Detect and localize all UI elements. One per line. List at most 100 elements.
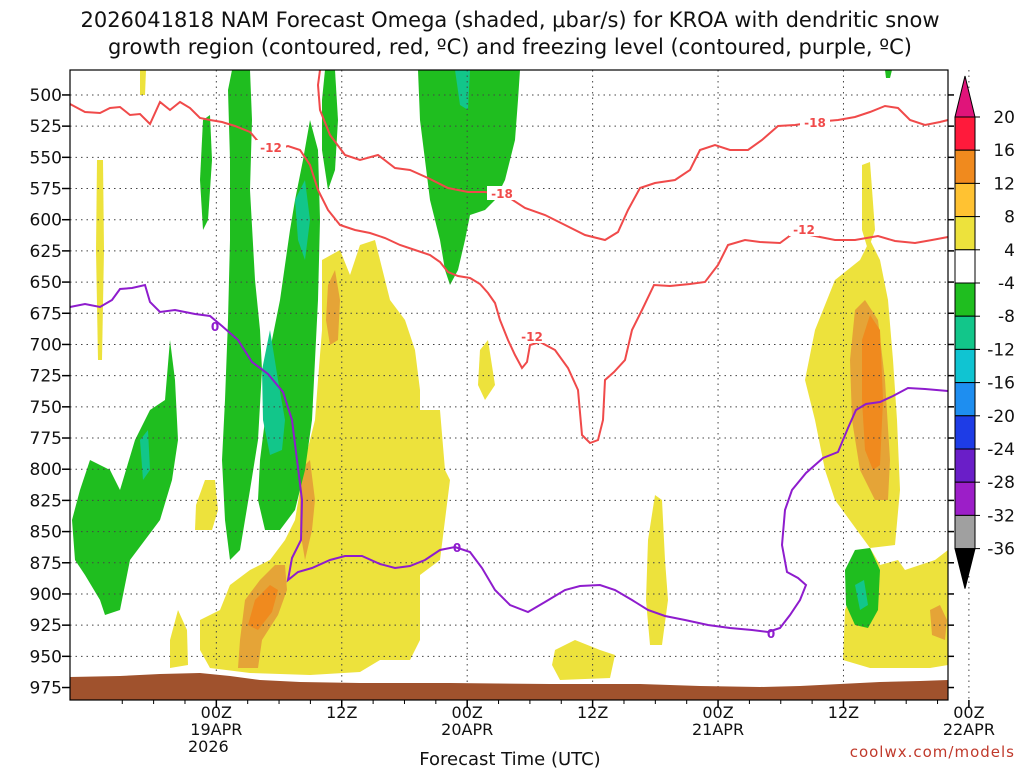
y-tick-label: 850 <box>30 523 62 543</box>
dendritic-label: -12 <box>793 223 815 237</box>
y-tick-label: 650 <box>30 273 62 293</box>
y-tick-label: 925 <box>30 616 62 636</box>
colorbar-label: -36 <box>987 540 1015 560</box>
dendritic-contour-upper <box>69 100 949 445</box>
colorbar-label: -4 <box>998 274 1015 294</box>
colorbar-swatch <box>954 382 976 417</box>
sinking-region <box>140 70 146 95</box>
stronger-sinking-region <box>326 270 340 345</box>
colorbar-top-arrow <box>954 75 976 118</box>
colorbar-label: 4 <box>1004 241 1015 261</box>
y-tick-label: 875 <box>30 554 62 574</box>
strongest-sinking-region <box>248 585 278 630</box>
colorbar-label: 12 <box>993 174 1015 194</box>
contour-labels: -12 -18 -18 -12 -12 0 0 0 <box>211 115 830 641</box>
x-tick-label: 00Z <box>702 703 733 722</box>
colorbar-swatch <box>954 182 976 218</box>
colorbar-label: 20 <box>993 108 1015 128</box>
dendritic-label: -18 <box>491 187 513 201</box>
colorbar-swatch <box>954 348 976 384</box>
sinking-region <box>552 640 615 680</box>
y-tick-label: 900 <box>30 585 62 605</box>
dendritic-label: -12 <box>521 330 543 344</box>
colorbar-label: 16 <box>993 141 1015 161</box>
y-tick-label: 675 <box>30 304 62 324</box>
y-tick-label: 625 <box>30 242 62 262</box>
x-tick-label: 2026 <box>188 737 229 756</box>
colorbar-swatch <box>954 249 976 284</box>
freezing-level-contour <box>69 283 949 634</box>
stronger-sinking-region <box>930 605 947 640</box>
freezing-level-contours <box>69 283 949 634</box>
y-tick-label: 950 <box>30 647 62 667</box>
sinking-region <box>195 480 218 530</box>
colorbar-swatch <box>954 216 976 251</box>
colorbar-label: -24 <box>987 440 1015 460</box>
colorbar-swatch <box>954 481 976 516</box>
terrain <box>70 673 948 700</box>
colorbar-label: -28 <box>987 473 1015 493</box>
x-tick-label: 22APR <box>943 720 995 739</box>
credit-text: coolwx.com/models <box>850 743 1015 761</box>
x-axis-label: Forecast Time (UTC) <box>419 749 600 768</box>
x-tick-label: 12Z <box>326 703 357 722</box>
y-tick-label: 725 <box>30 367 62 387</box>
colorbar-label: 8 <box>1004 208 1015 228</box>
x-tick-label: 00Z <box>452 703 483 722</box>
dendritic-contour-lower <box>316 69 949 242</box>
sinking-region <box>96 160 104 360</box>
upward-region <box>222 70 262 560</box>
freezing-label: 0 <box>767 627 775 641</box>
freezing-label: 0 <box>453 541 461 555</box>
colorbar-label: -16 <box>987 374 1015 394</box>
strong-upward-region <box>262 330 285 455</box>
sinking-region <box>170 610 188 668</box>
upward-region <box>200 115 212 230</box>
y-tick-label: 750 <box>30 398 62 418</box>
dendritic-contours <box>69 69 949 445</box>
plot-area: -12 -18 -18 -12 -12 0 0 0 <box>69 69 970 701</box>
y-tick-label: 550 <box>30 148 62 168</box>
colorbar-swatch <box>954 415 976 450</box>
strong-upward-region <box>855 580 868 610</box>
colorbar-swatch <box>954 282 976 317</box>
x-tick-label: 00Z <box>201 703 232 722</box>
y-tick-label: 525 <box>30 117 62 137</box>
freezing-label: 0 <box>211 320 219 334</box>
colorbar-swatch <box>954 116 976 151</box>
strong-upward-region <box>140 430 150 480</box>
dendritic-label: -18 <box>804 116 826 130</box>
colorbar: 20 16 12 8 4 -4 -8 -12 -16 -20 -24 -28 -32 -36 <box>954 75 1015 589</box>
chart-title-line2: growth region (contoured, red, ºC) and f… <box>108 35 912 59</box>
y-tick-label: 500 <box>30 86 62 106</box>
plot-frame <box>69 69 949 701</box>
stronger-sinking-region <box>300 460 315 560</box>
sinking-region <box>646 495 668 645</box>
strongest-sinking-region <box>862 315 883 470</box>
upward-region <box>322 70 338 190</box>
y-tick-label: 975 <box>30 679 62 699</box>
colorbar-label: -12 <box>987 340 1015 360</box>
y-tick-label: 600 <box>30 211 62 231</box>
sinking-region <box>862 162 875 250</box>
y-tick-label: 775 <box>30 429 62 449</box>
upward-region <box>885 70 892 78</box>
x-tick-label: 00Z <box>953 703 984 722</box>
colorbar-label: -20 <box>987 407 1015 427</box>
y-axis: 500 525 550 575 600 625 650 675 700 725 750 775 800 8… <box>30 86 954 699</box>
dendritic-label: -12 <box>260 141 282 155</box>
colorbar-swatch <box>954 149 976 184</box>
y-tick-label: 825 <box>30 491 62 511</box>
y-tick-label: 800 <box>30 460 62 480</box>
colorbar-label: -32 <box>987 506 1015 526</box>
x-tick-label: 12Z <box>828 703 859 722</box>
x-tick-label: 19APR <box>190 720 242 739</box>
y-tick-label: 700 <box>30 335 62 355</box>
colorbar-label: -8 <box>998 307 1015 327</box>
colorbar-bottom-arrow <box>954 548 976 589</box>
colorbar-swatch <box>954 448 976 483</box>
colorbar-swatch <box>954 315 976 350</box>
